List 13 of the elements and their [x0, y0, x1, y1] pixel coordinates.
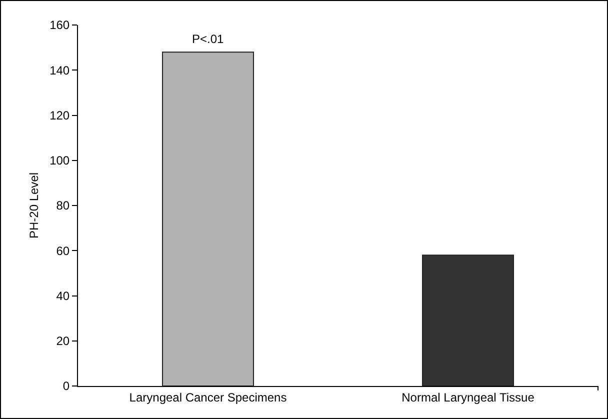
y-tick-label: 40	[56, 288, 70, 303]
annotation: P<.01	[192, 32, 224, 46]
y-tick-label: 20	[56, 334, 70, 348]
y-tick-label: 60	[56, 244, 70, 258]
y-tick-label: 120	[50, 108, 70, 122]
x-tick-label: Normal Laryngeal Tissue	[402, 390, 535, 404]
y-tick-label: 0	[62, 379, 70, 394]
x-tick-label: Laryngeal Cancer Specimens	[129, 390, 287, 404]
y-axis-title: PH-20 Level	[26, 172, 41, 239]
y-tick-label: 80	[56, 198, 70, 213]
y-tick-label: 100	[50, 154, 70, 168]
y-tick-label: 140	[50, 63, 70, 78]
y-tick-label: 160	[50, 18, 70, 32]
